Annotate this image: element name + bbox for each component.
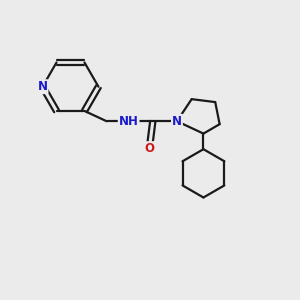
Text: N: N bbox=[172, 115, 182, 128]
Text: N: N bbox=[38, 80, 47, 93]
Text: NH: NH bbox=[119, 115, 139, 128]
Text: O: O bbox=[145, 142, 155, 155]
